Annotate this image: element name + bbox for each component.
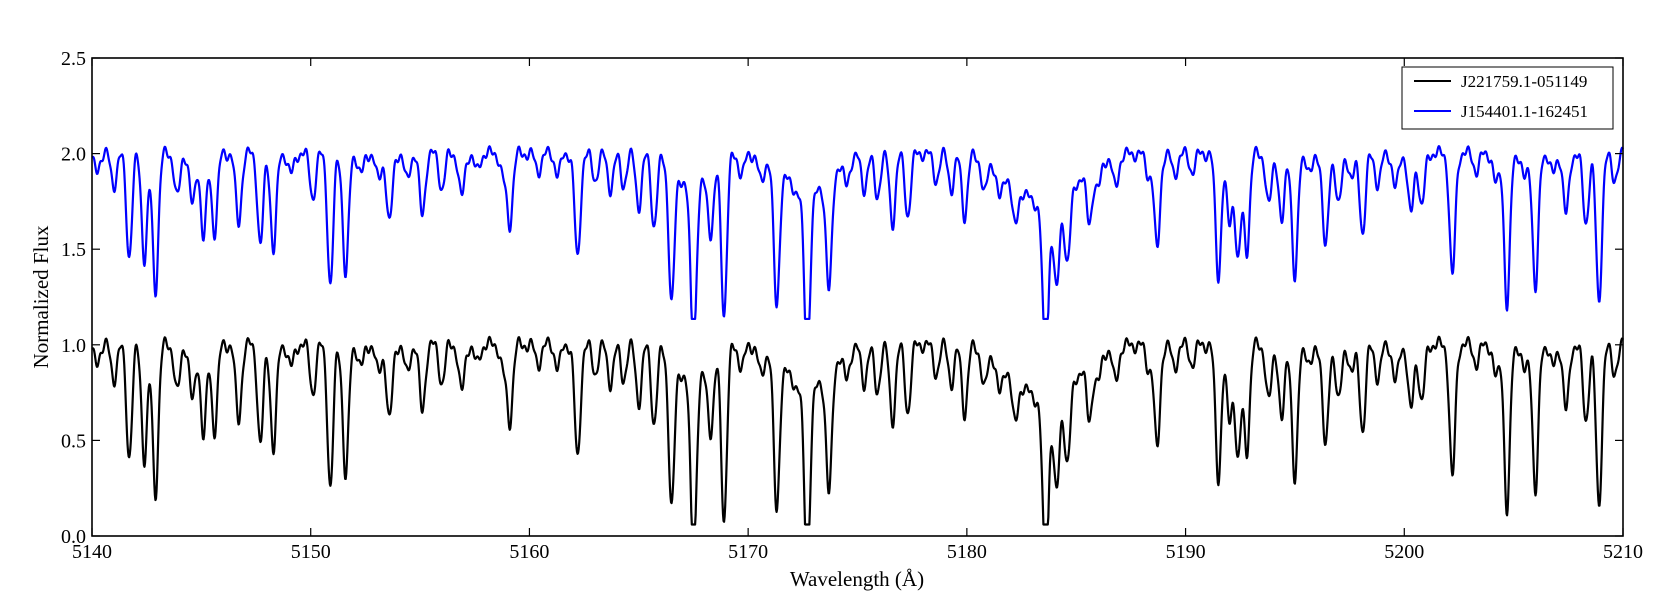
x-tick-label: 5170 [728,541,768,563]
y-tick-label: 1.0 [61,335,86,357]
y-axis-label: Normalized Flux [29,225,53,368]
axis-ticks: 5140 5150 5160 5170 5180 5190 5200 5210 0.0 0.5 1.… [61,48,1643,563]
x-tick-label: 5140 [72,541,112,563]
series-layer [91,145,1624,526]
x-axis-label: Wavelength (Å) [790,567,924,591]
plot-frame [91,57,1624,537]
x-tick-label: 5150 [291,541,331,563]
series-line-2 [91,145,1624,321]
x-tick-label: 5190 [1166,541,1206,563]
y-tick-label: 0.5 [61,430,86,452]
x-tick-label: 5160 [509,541,549,563]
y-tick-label: 1.5 [61,239,86,261]
y-tick-label: 0.0 [61,526,86,548]
legend-box [1401,66,1614,130]
x-tick-label: 5180 [947,541,987,563]
y-tick-label: 2.5 [61,48,86,70]
x-tick-label: 5210 [1603,541,1643,563]
y-tick-label: 2.0 [61,144,86,166]
series-line-1 [91,335,1624,526]
legend-label-series-1: J221759.1-051149 [1461,72,1587,91]
x-tick-label: 5200 [1384,541,1424,563]
legend-label-series-2: J154401.1-162451 [1461,102,1588,121]
legend: J221759.1-051149 J154401.1-162451 [1401,66,1614,130]
